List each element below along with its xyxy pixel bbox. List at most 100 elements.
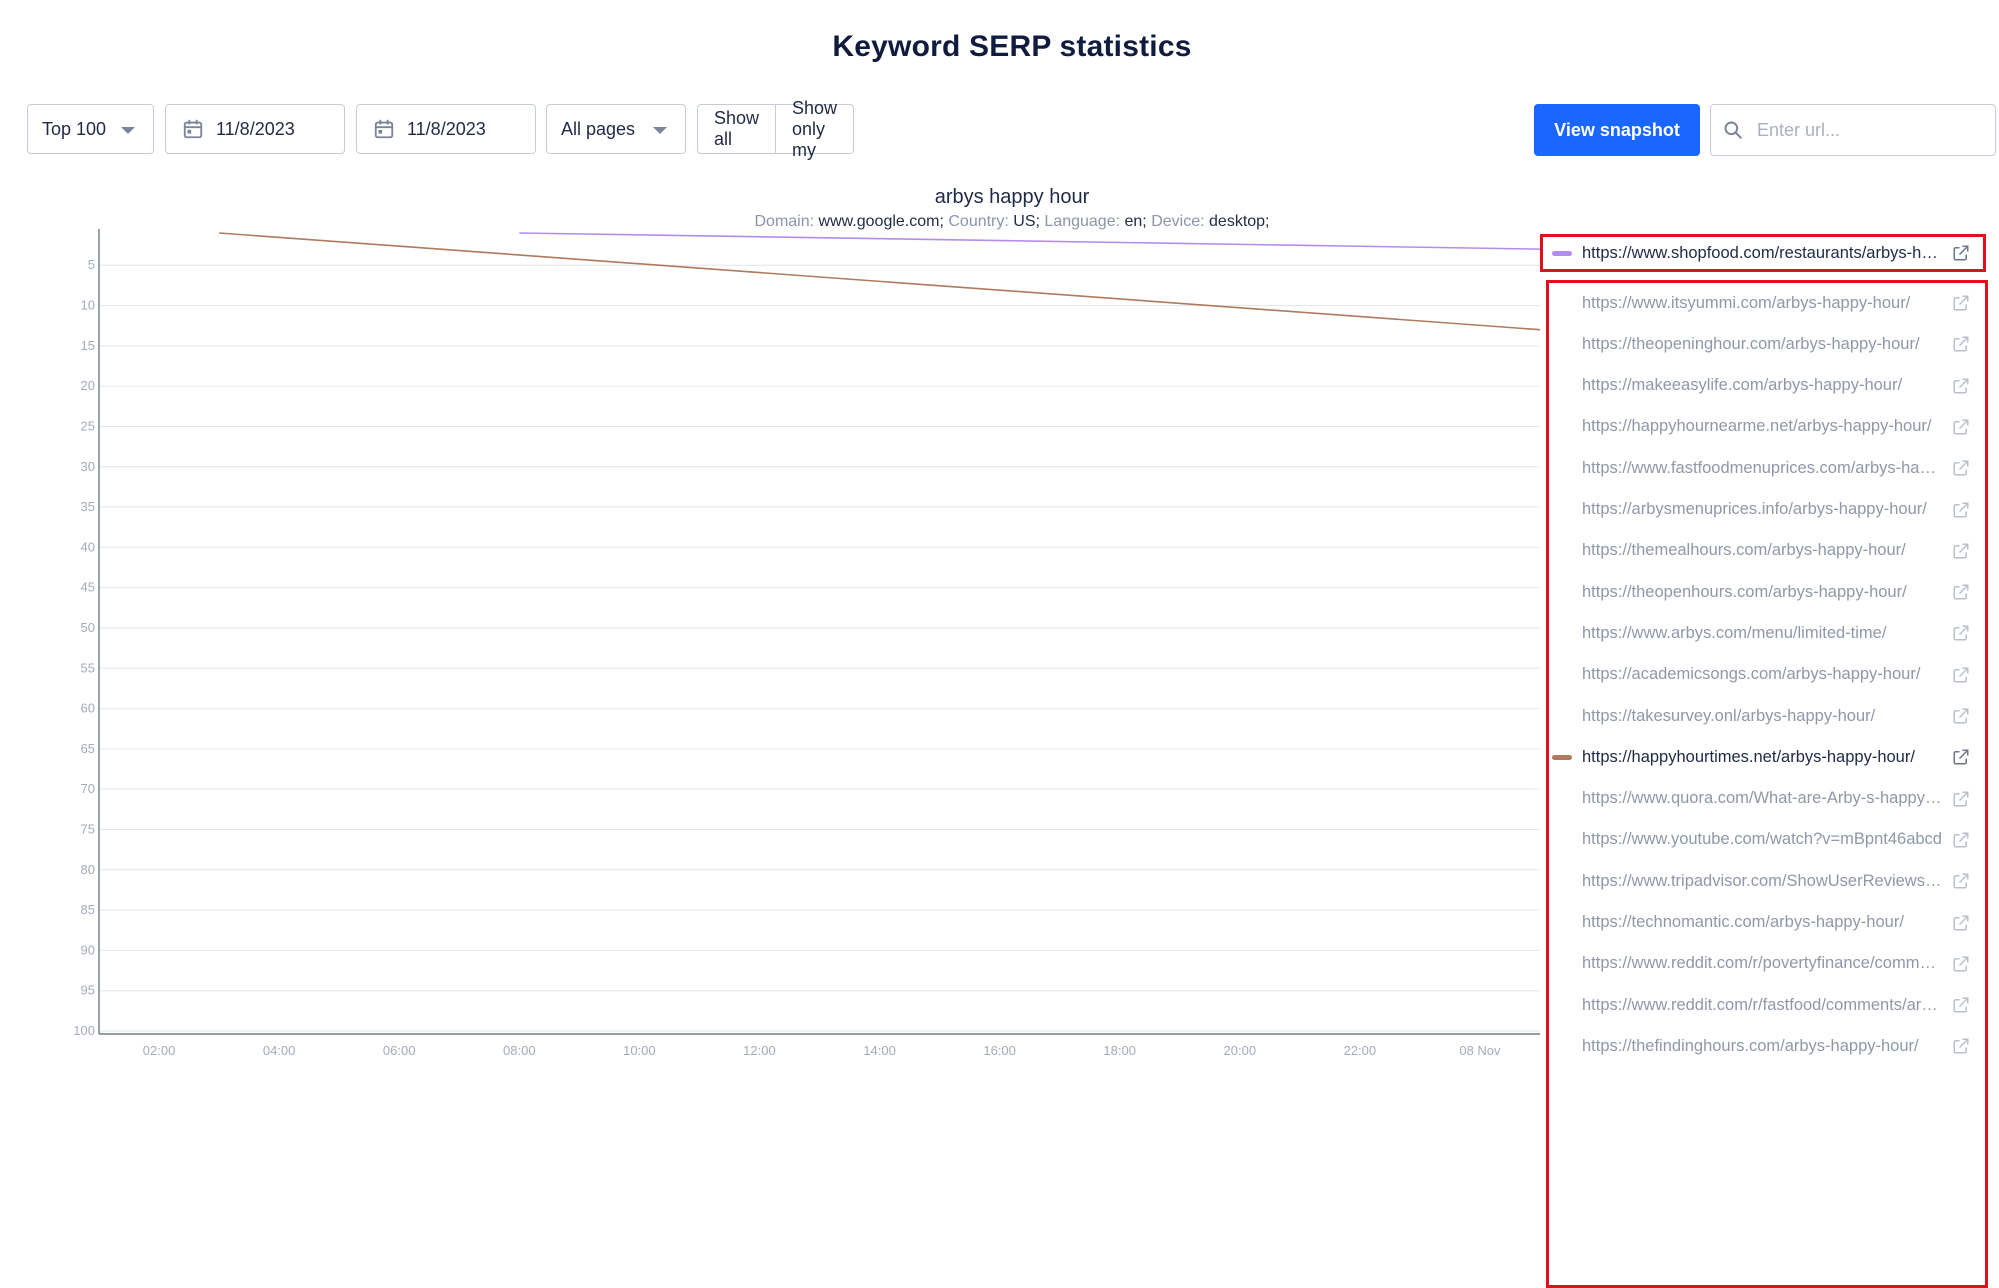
- legend-url: https://www.itsyummi.com/arbys-happy-hou…: [1582, 293, 1911, 312]
- external-link-icon[interactable]: [1952, 459, 1970, 477]
- y-tick-label: 80: [81, 862, 95, 877]
- language-label: Language:: [1044, 213, 1121, 230]
- y-tick-label: 50: [81, 620, 95, 635]
- legend-item[interactable]: https://www.arbys.com/menu/limited-time/: [1540, 618, 1986, 648]
- highlight-box-top: [1540, 234, 1986, 272]
- date-from-picker[interactable]: 11/8/2023: [165, 104, 345, 154]
- legend-url: https://makeeasylife.com/arbys-happy-hou…: [1582, 376, 1903, 395]
- legend-item[interactable]: https://www.quora.com/What-are-Arby-s-ha…: [1540, 784, 1986, 814]
- series-line-1: [519, 232, 1541, 250]
- url-input[interactable]: [1755, 118, 1979, 142]
- legend-item[interactable]: https://www.reddit.com/r/fastfood/commen…: [1540, 990, 1986, 1020]
- legend-swatch: [1552, 961, 1572, 966]
- external-link-icon[interactable]: [1952, 377, 1970, 395]
- y-tick-label: 45: [81, 580, 95, 595]
- y-tick-label: 70: [81, 781, 95, 796]
- legend-item[interactable]: https://theopenhours.com/arbys-happy-hou…: [1540, 577, 1986, 607]
- legend-url: https://theopeninghour.com/arbys-happy-h…: [1582, 334, 1920, 353]
- legend-url: https://takesurvey.onl/arbys-happy-hour/: [1582, 706, 1876, 725]
- series-line-2: [219, 232, 1541, 331]
- external-link-icon[interactable]: [1952, 1037, 1970, 1055]
- legend-url: https://thefindinghours.com/arbys-happy-…: [1582, 1036, 1919, 1055]
- legend-item[interactable]: https://www.fastfoodmenuprices.com/arbys…: [1540, 453, 1986, 483]
- external-link-icon[interactable]: [1952, 244, 1970, 262]
- show-only-my-button[interactable]: Show only my: [776, 98, 855, 160]
- legend-swatch: [1552, 383, 1572, 388]
- x-tick-label: 08:00: [503, 1043, 536, 1058]
- legend-swatch: [1552, 837, 1572, 842]
- legend-item[interactable]: https://www.itsyummi.com/arbys-happy-hou…: [1540, 288, 1986, 318]
- legend-item[interactable]: https://academicsongs.com/arbys-happy-ho…: [1540, 660, 1986, 690]
- external-link-icon[interactable]: [1952, 501, 1970, 519]
- legend-swatch: [1552, 879, 1572, 884]
- url-search-box: [1710, 104, 1996, 156]
- calendar-icon: [374, 119, 394, 139]
- serp-position-chart: 5 10 15 20 25 30 35 40 45 50 55 60 65 70 75 80 85 90 95 100…: [73, 229, 1541, 1058]
- y-tick-label: 60: [81, 701, 95, 716]
- legend-url: https://technomantic.com/arbys-happy-hou…: [1582, 913, 1904, 931]
- external-link-icon[interactable]: [1952, 790, 1970, 808]
- legend-item[interactable]: https://happyhourtimes.net/arbys-happy-h…: [1540, 742, 1986, 772]
- top-select[interactable]: Top 100: [27, 104, 154, 154]
- external-link-icon[interactable]: [1952, 955, 1970, 973]
- show-all-button[interactable]: Show all: [697, 104, 777, 154]
- legend-url: https://www.fastfoodmenuprices.com/arbys…: [1582, 458, 1942, 477]
- external-link-icon[interactable]: [1952, 707, 1970, 725]
- legend-swatch: [1552, 631, 1572, 636]
- legend-swatch: [1552, 250, 1572, 256]
- external-link-icon[interactable]: [1952, 831, 1970, 849]
- legend-url: https://www.shopfood.com/restaurants/arb…: [1582, 243, 1942, 262]
- legend-item[interactable]: https://makeeasylife.com/arbys-happy-hou…: [1540, 371, 1986, 401]
- y-tick-label: 30: [81, 459, 95, 474]
- page-title: Keyword SERP statistics: [832, 30, 1192, 63]
- external-link-icon[interactable]: [1952, 914, 1970, 932]
- pages-select[interactable]: All pages: [546, 104, 686, 154]
- legend-swatch: [1552, 796, 1572, 801]
- legend-url: https://www.quora.com/What-are-Arby-s-ha…: [1582, 789, 1942, 808]
- legend-item[interactable]: https://www.shopfood.com/restaurants/arb…: [1540, 238, 1986, 268]
- y-tick-label: 55: [81, 660, 95, 675]
- legend-swatch: [1552, 1003, 1572, 1008]
- language-value: en;: [1124, 213, 1147, 230]
- legend-item[interactable]: https://www.reddit.com/r/povertyfinance/…: [1540, 949, 1986, 979]
- legend-item[interactable]: https://www.tripadvisor.com/ShowUserRevi…: [1540, 866, 1986, 896]
- external-link-icon[interactable]: [1952, 996, 1970, 1014]
- external-link-icon[interactable]: [1952, 583, 1970, 601]
- external-link-icon[interactable]: [1952, 624, 1970, 642]
- legend-url: https://www.tripadvisor.com/ShowUserRevi…: [1582, 871, 1942, 890]
- x-tick-label: 18:00: [1103, 1043, 1136, 1058]
- legend-item[interactable]: https://www.youtube.com/watch?v=mBpnt46a…: [1540, 825, 1986, 855]
- x-tick-label: 12:00: [743, 1043, 776, 1058]
- legend-url: https://www.youtube.com/watch?v=mBpnt46a…: [1582, 830, 1942, 849]
- external-link-icon[interactable]: [1952, 872, 1970, 890]
- country-label: Country:: [948, 213, 1009, 230]
- y-tick-label: 10: [81, 298, 95, 313]
- legend-item[interactable]: https://technomantic.com/arbys-happy-hou…: [1540, 908, 1986, 938]
- x-tick-label: 16:00: [983, 1043, 1016, 1058]
- legend-swatch: [1552, 548, 1572, 553]
- legend-item[interactable]: https://themealhours.com/arbys-happy-hou…: [1540, 536, 1986, 566]
- legend-item[interactable]: https://theopeninghour.com/arbys-happy-h…: [1540, 329, 1986, 359]
- external-link-icon[interactable]: [1952, 666, 1970, 684]
- date-to-picker[interactable]: 11/8/2023: [356, 104, 536, 154]
- x-tick-label: 06:00: [383, 1043, 416, 1058]
- legend-item[interactable]: https://thefindinghours.com/arbys-happy-…: [1540, 1031, 1986, 1061]
- legend-url: https://www.reddit.com/r/fastfood/commen…: [1582, 995, 1942, 1014]
- y-tick-label: 35: [81, 499, 95, 514]
- legend-url: https://www.reddit.com/r/povertyfinance/…: [1582, 954, 1942, 973]
- y-tick-label: 85: [81, 902, 95, 917]
- legend-item[interactable]: https://arbysmenuprices.info/arbys-happy…: [1540, 495, 1986, 525]
- device-value: desktop;: [1209, 213, 1270, 230]
- legend-url: https://happyhourtimes.net/arbys-happy-h…: [1582, 747, 1915, 766]
- x-tick-label: 10:00: [623, 1043, 656, 1058]
- legend-swatch: [1552, 590, 1572, 595]
- legend-swatch: [1552, 714, 1572, 719]
- external-link-icon[interactable]: [1952, 418, 1970, 436]
- external-link-icon[interactable]: [1952, 335, 1970, 353]
- legend-item[interactable]: https://happyhournearme.net/arbys-happy-…: [1540, 412, 1986, 442]
- external-link-icon[interactable]: [1952, 748, 1970, 766]
- legend-item[interactable]: https://takesurvey.onl/arbys-happy-hour/: [1540, 701, 1986, 731]
- view-snapshot-button[interactable]: View snapshot: [1534, 104, 1700, 156]
- external-link-icon[interactable]: [1952, 542, 1970, 560]
- external-link-icon[interactable]: [1952, 294, 1970, 312]
